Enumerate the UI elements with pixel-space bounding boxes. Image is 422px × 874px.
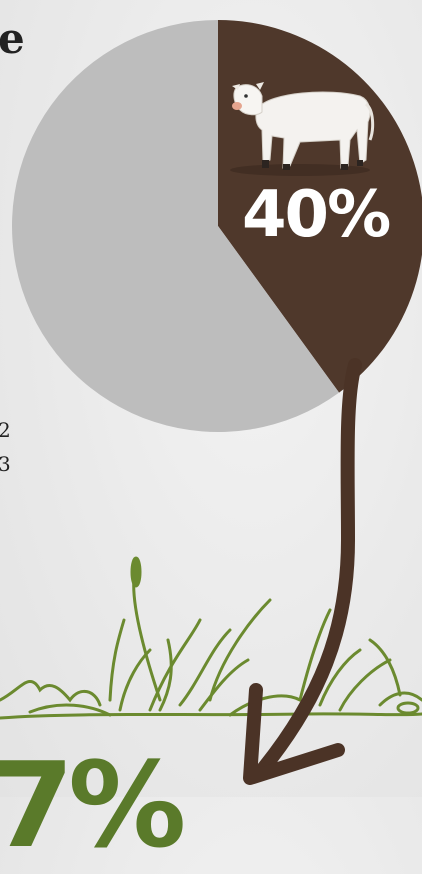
infographic-canvas: e 2 3 [0,14,422,864]
cropped-text-digit-2: 3 [0,452,11,476]
cropped-text-digit-1: 2 [0,418,11,442]
pie-chart-svg [0,20,422,785]
cropped-bottom-percent: 7% [0,736,186,874]
pie-slice-2 [12,20,340,433]
grass-illustration-icon [0,556,422,720]
cropped-heading-letter: e [0,14,25,63]
cow-icon [230,82,375,176]
curved-arrow-icon [243,358,362,785]
slice-percent-label: 40% [242,178,391,252]
